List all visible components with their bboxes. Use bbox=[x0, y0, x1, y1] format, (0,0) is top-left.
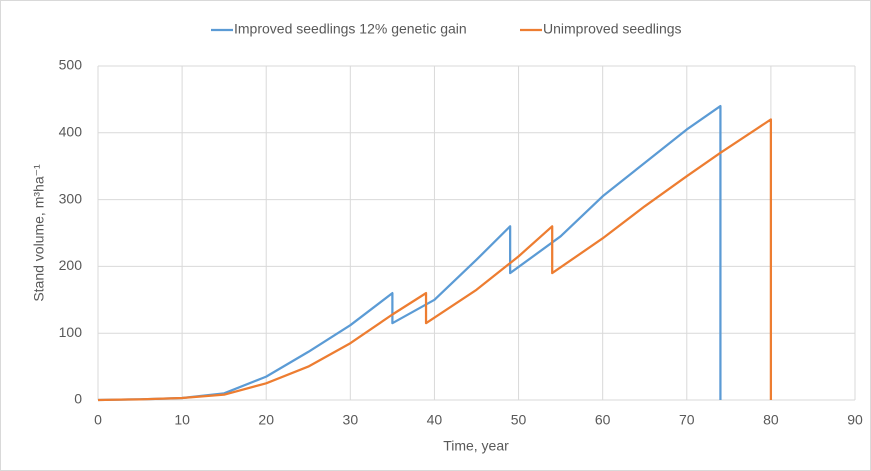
x-tick-label: 10 bbox=[174, 412, 190, 428]
y-tick-label: 0 bbox=[74, 391, 82, 407]
x-tick-label: 80 bbox=[763, 412, 779, 428]
data-line bbox=[97, 104, 722, 402]
x-tick-label: 20 bbox=[258, 412, 274, 428]
y-tick-label: 200 bbox=[59, 257, 83, 273]
y-tick-label: 400 bbox=[59, 124, 83, 140]
y-axis-title: Stand volume, m³ha⁻¹ bbox=[31, 164, 47, 302]
x-tick-label: 60 bbox=[595, 412, 611, 428]
x-tick-label: 50 bbox=[511, 412, 527, 428]
x-tick-label: 30 bbox=[343, 412, 359, 428]
y-tick-label: 100 bbox=[59, 324, 83, 340]
legend-label: Unimproved seedlings bbox=[543, 21, 682, 37]
x-axis-title: Time, year bbox=[443, 438, 509, 454]
y-tick-label: 300 bbox=[59, 190, 83, 206]
x-tick-label: 70 bbox=[679, 412, 695, 428]
data-line bbox=[97, 118, 773, 402]
x-tick-label: 90 bbox=[847, 412, 863, 428]
y-tick-label: 500 bbox=[59, 57, 83, 73]
x-tick-label: 0 bbox=[94, 412, 102, 428]
legend-label: Improved seedlings 12% genetic gain bbox=[234, 21, 467, 37]
x-tick-label: 40 bbox=[427, 412, 443, 428]
